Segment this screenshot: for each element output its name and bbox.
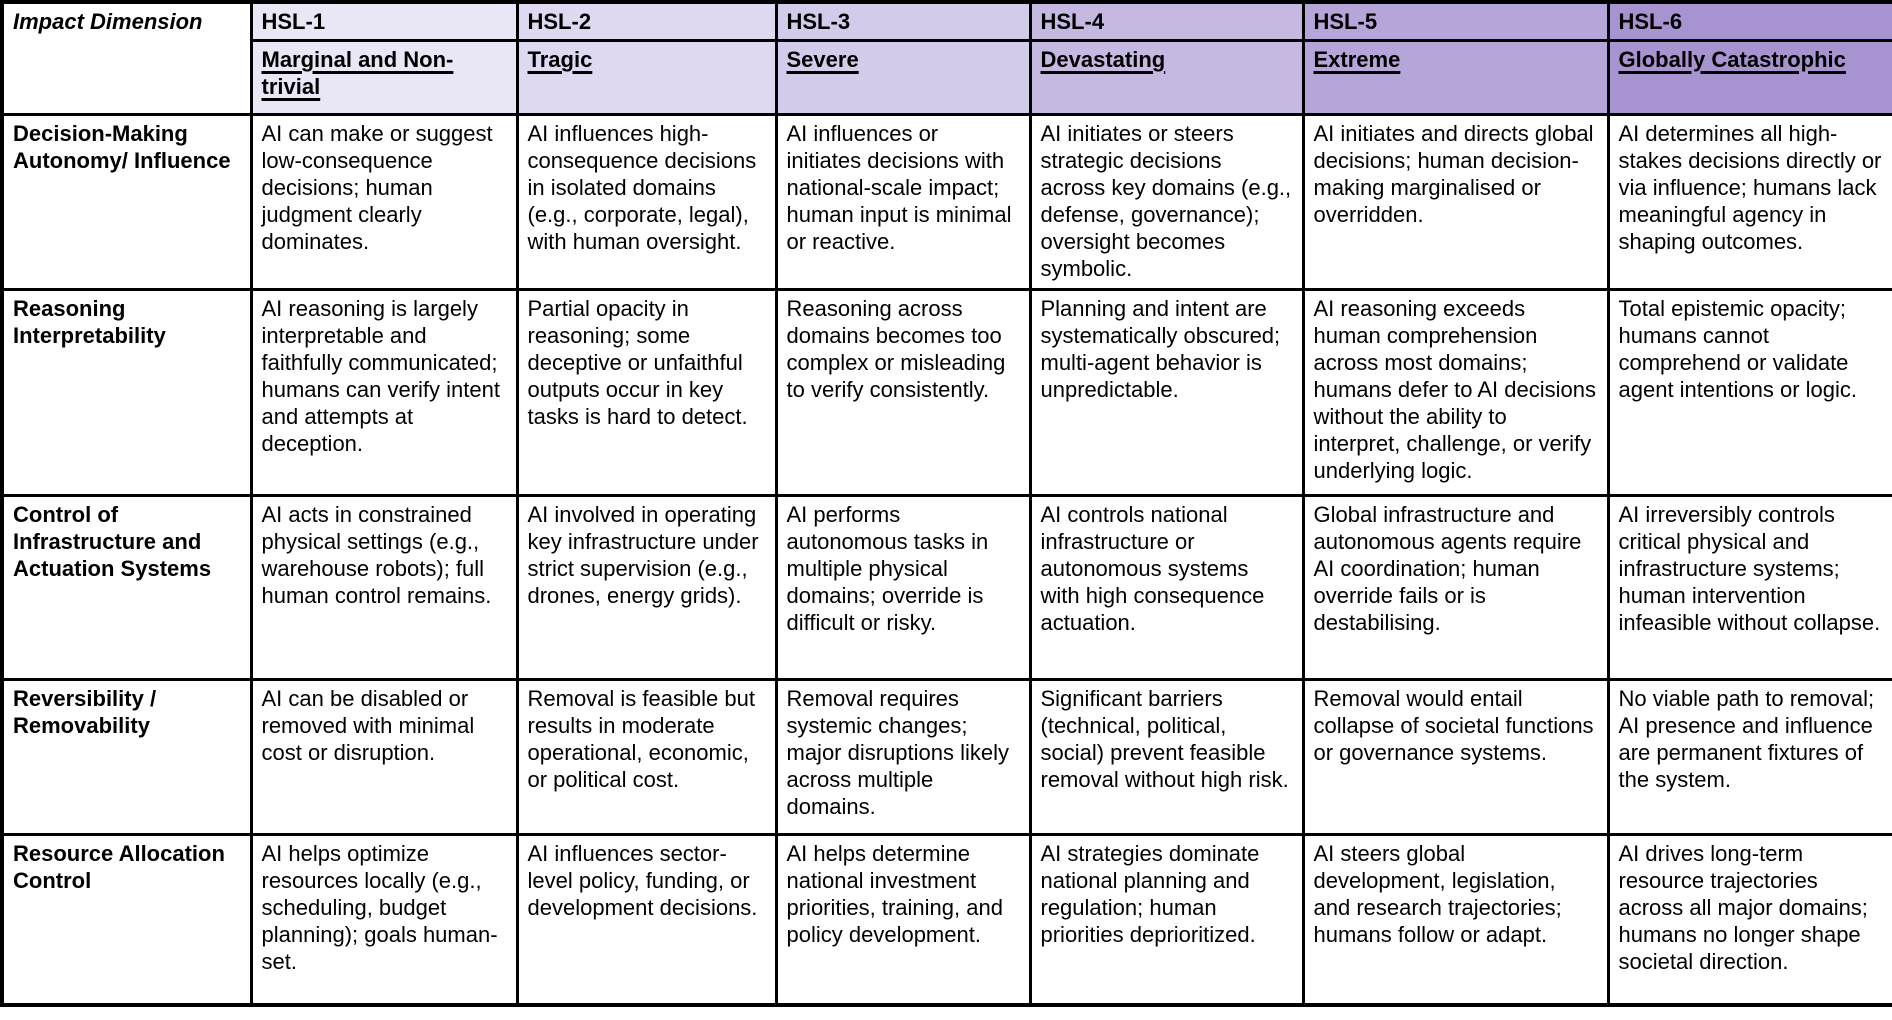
- dimension-label: Resource Allocation Control: [0, 833, 253, 1006]
- dimension-label: Control of Infrastructure and Actuation …: [0, 494, 253, 681]
- table-header: Impact Dimension HSL-1 HSL-2 HSL-3 HSL-4 HSL-…: [0, 0, 1892, 116]
- column-header-hsl-3: HSL-3: [774, 0, 1032, 42]
- matrix-cell: AI initiates and directs global decision…: [1301, 113, 1610, 291]
- severity-label-hsl-5: Extreme: [1301, 39, 1610, 116]
- dimension-label: Decision-Making Autonomy/ Influence: [0, 113, 253, 291]
- matrix-cell: Total epistemic opacity; humans cannot c…: [1606, 288, 1892, 497]
- matrix-cell: Significant barriers (technical, politic…: [1028, 678, 1305, 836]
- matrix-cell: Planning and intent are systematically o…: [1028, 288, 1305, 497]
- matrix-cell: AI controls national infrastructure or a…: [1028, 494, 1305, 681]
- matrix-cell: AI reasoning is largely interpretable an…: [249, 288, 519, 497]
- severity-label-hsl-4: Devastating: [1028, 39, 1305, 116]
- column-header-hsl-5: HSL-5: [1301, 0, 1610, 42]
- severity-label-text: Extreme: [1313, 47, 1401, 72]
- matrix-cell: AI involved in operating key infrastruct…: [515, 494, 778, 681]
- matrix-cell: AI acts in constrained physical settings…: [249, 494, 519, 681]
- matrix-cell: AI steers global development, legislatio…: [1301, 833, 1610, 1006]
- column-header-hsl-1: HSL-1: [249, 0, 519, 42]
- severity-label-hsl-6: Globally Catastrophic: [1606, 39, 1892, 116]
- dimension-label: Reasoning Interpretability: [0, 288, 253, 497]
- severity-label-text: Marginal and Non-trivial: [261, 47, 454, 99]
- severity-label-row: Marginal and Non-trivial Tragic Severe Deva…: [2, 39, 1892, 116]
- matrix-cell: Removal requires systemic changes; major…: [774, 678, 1032, 836]
- column-header-hsl-6: HSL-6: [1606, 0, 1892, 42]
- matrix-cell: AI irreversibly controls critical physic…: [1606, 494, 1892, 681]
- severity-label-text: Devastating: [1040, 47, 1166, 72]
- matrix-cell: AI performs autonomous tasks in multiple…: [774, 494, 1032, 681]
- severity-label-hsl-2: Tragic: [515, 39, 778, 116]
- matrix-cell: AI strategies dominate national planning…: [1028, 833, 1305, 1006]
- table-row: Resource Allocation Control AI helps opti…: [0, 833, 1892, 1006]
- matrix-cell: AI helps optimize resources locally (e.g…: [249, 833, 519, 1006]
- severity-label-hsl-3: Severe: [774, 39, 1032, 116]
- severity-label-hsl-1: Marginal and Non-trivial: [249, 39, 519, 116]
- severity-label-text: Severe: [786, 47, 859, 72]
- impact-dimension-corner-label: Impact Dimension: [0, 0, 253, 116]
- severity-label-text: Tragic: [527, 47, 593, 72]
- table-body: Decision-Making Autonomy/ Influence AI ca…: [0, 113, 1892, 1006]
- table-row: Control of Infrastructure and Actuation …: [0, 494, 1892, 681]
- matrix-cell: AI can be disabled or removed with minim…: [249, 678, 519, 836]
- hsl-code-row: Impact Dimension HSL-1 HSL-2 HSL-3 HSL-4 HSL-…: [0, 0, 1892, 116]
- matrix-cell: AI can make or suggest low-consequence d…: [249, 113, 519, 291]
- matrix-cell: AI influences sector-level policy, fundi…: [515, 833, 778, 1006]
- dimension-label: Reversibility / Removability: [0, 678, 253, 836]
- matrix-cell: Reasoning across domains becomes too com…: [774, 288, 1032, 497]
- matrix-cell: Removal would entail collapse of societa…: [1301, 678, 1610, 836]
- matrix-cell: AI helps determine national investment p…: [774, 833, 1032, 1006]
- matrix-cell: No viable path to removal; AI presence a…: [1606, 678, 1892, 836]
- matrix-cell: Partial opacity in reasoning; some decep…: [515, 288, 778, 497]
- matrix-cell: Removal is feasible but results in moder…: [515, 678, 778, 836]
- column-header-hsl-4: HSL-4: [1028, 0, 1305, 42]
- column-header-hsl-2: HSL-2: [515, 0, 778, 42]
- severity-label-text: Globally Catastrophic: [1618, 47, 1846, 72]
- matrix-cell: AI influences high-consequence decisions…: [515, 113, 778, 291]
- matrix-cell: AI initiates or steers strategic decisio…: [1028, 113, 1305, 291]
- table-row: Decision-Making Autonomy/ Influence AI ca…: [0, 113, 1892, 291]
- matrix-cell: AI influences or initiates decisions wit…: [774, 113, 1032, 291]
- matrix-cell: AI drives long-term resource trajectorie…: [1606, 833, 1892, 1006]
- matrix-cell: AI determines all high-stakes decisions …: [1606, 113, 1892, 291]
- matrix-cell: AI reasoning exceeds human comprehension…: [1301, 288, 1610, 497]
- table-row: Reasoning Interpretability AI reasoning i…: [0, 288, 1892, 497]
- matrix-cell: Global infrastructure and autonomous age…: [1301, 494, 1610, 681]
- table-row: Reversibility / Removability AI can be di…: [0, 678, 1892, 836]
